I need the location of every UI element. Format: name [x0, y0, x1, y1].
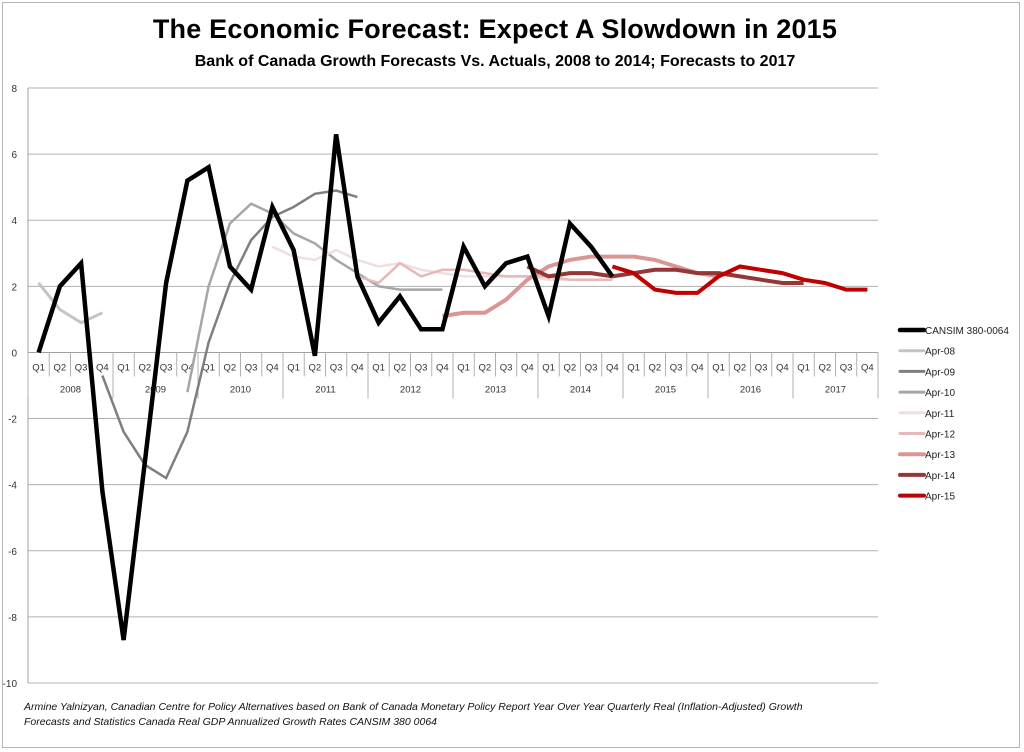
y-tick-label: 6	[11, 150, 17, 161]
y-tick-label: 0	[11, 348, 17, 359]
x-year-label: 2015	[655, 384, 676, 395]
x-quarter-label: Q1	[32, 362, 45, 373]
x-year-label: 2008	[60, 384, 81, 395]
series-line-apr-13	[442, 254, 719, 319]
series-line-apr-14	[526, 264, 804, 285]
x-quarter-label: Q4	[436, 362, 449, 373]
legend-item: Apr-10	[898, 388, 955, 399]
y-tick-label: 8	[11, 84, 17, 95]
y-tick-label: 4	[11, 216, 17, 227]
legend-label: Apr-13	[925, 450, 955, 461]
x-quarter-label: Q3	[585, 362, 598, 373]
x-quarter-label: Q1	[287, 362, 300, 373]
legend-label: Apr-09	[925, 367, 955, 378]
legend-item: Apr-13	[898, 450, 955, 461]
source-note: Armine Yalnizyan, Canadian Centre for Po…	[24, 700, 904, 730]
x-quarter-label: Q1	[117, 362, 130, 373]
y-tick-label: -8	[8, 613, 17, 624]
legend-item: Apr-15	[898, 492, 955, 503]
legend-label: Apr-11	[925, 409, 955, 420]
series-line-cansim-380-0064	[36, 133, 615, 641]
chart-title: The Economic Forecast: Expect A Slowdown…	[152, 14, 838, 44]
legend-item: Apr-14	[898, 471, 955, 482]
legend-item: Apr-09	[898, 367, 955, 378]
legend-item: CANSIM 380-0064	[897, 326, 1009, 337]
x-quarter-label: Q1	[202, 362, 215, 373]
x-year-label: 2016	[740, 384, 761, 395]
x-quarter-label: Q3	[670, 362, 683, 373]
y-tick-label: -4	[8, 481, 17, 492]
y-tick-label: 2	[11, 282, 17, 293]
x-quarter-label: Q3	[415, 362, 428, 373]
x-quarter-label: Q2	[139, 362, 152, 373]
series-line-apr-08	[37, 282, 104, 325]
y-tick-label: -6	[8, 547, 17, 558]
x-axis: Q1 Q2 Q3 Q4 Q1 Q2 Q3 Q4 Q1 Q2 Q3 Q4 Q1 Q2 Q3 Q4 Q1 Q2 Q3 Q4…	[27, 352, 879, 399]
x-quarter-label: Q4	[181, 362, 194, 373]
x-quarter-label: Q3	[75, 362, 88, 373]
x-quarter-label: Q1	[797, 362, 810, 373]
legend-label: Apr-08	[925, 347, 955, 358]
x-quarter-label: Q4	[606, 362, 619, 373]
legend-item: Apr-08	[898, 347, 955, 358]
x-quarter-label: Q3	[330, 362, 343, 373]
chart-subtitle: Bank of Canada Growth Forecasts Vs. Actu…	[194, 53, 796, 70]
legend: CANSIM 380-0064 Apr-08 Apr-09 Apr-10 Apr-11 A…	[897, 326, 1009, 503]
x-quarter-label: Q2	[224, 362, 237, 373]
series-line-apr-15	[611, 264, 868, 295]
x-quarter-label: Q2	[734, 362, 747, 373]
x-year-label: 2010	[230, 384, 251, 395]
x-quarter-label: Q4	[691, 362, 704, 373]
legend-label: CANSIM 380-0064	[925, 326, 1009, 337]
legend-label: Apr-10	[925, 388, 955, 399]
x-quarter-label: Q1	[542, 362, 555, 373]
x-quarter-label: Q4	[266, 362, 279, 373]
x-quarter-label: Q1	[372, 362, 385, 373]
x-year-label: 2012	[400, 384, 421, 395]
x-quarter-label: Q2	[54, 362, 67, 373]
legend-item: Apr-11	[898, 409, 955, 420]
x-quarter-label: Q3	[245, 362, 258, 373]
series-line-apr-10	[186, 202, 443, 393]
y-axis: 8 6 4 2 0 -2 -4 -6 -8 -10	[3, 84, 29, 690]
legend-item: Apr-12	[898, 430, 955, 441]
y-tick-label: -10	[3, 679, 18, 690]
x-quarter-label: Q2	[309, 362, 322, 373]
y-tick-label: -2	[8, 415, 17, 426]
x-quarter-label: Q4	[776, 362, 789, 373]
legend-label: Apr-15	[925, 492, 955, 503]
x-quarter-label: Q3	[500, 362, 513, 373]
legend-label: Apr-12	[925, 430, 955, 441]
series-line-apr-12	[357, 261, 613, 285]
x-quarter-label: Q1	[457, 362, 470, 373]
source-line-2: Forecasts and Statistics Canada Real GDP…	[24, 716, 438, 728]
x-quarter-label: Q4	[861, 362, 874, 373]
x-quarter-label: Q1	[712, 362, 725, 373]
x-year-label: 2014	[570, 384, 591, 395]
x-quarter-label: Q3	[160, 362, 173, 373]
x-quarter-label: Q2	[649, 362, 662, 373]
x-quarter-label: Q4	[351, 362, 364, 373]
x-quarter-label: Q1	[627, 362, 640, 373]
source-line-1: Armine Yalnizyan, Canadian Centre for Po…	[24, 701, 803, 713]
x-year-label: 2011	[315, 384, 335, 395]
x-quarter-label: Q4	[521, 362, 534, 373]
x-quarter-label: Q2	[394, 362, 407, 373]
x-quarter-label: Q2	[564, 362, 577, 373]
x-year-label: 2013	[485, 384, 506, 395]
series-lines	[36, 133, 868, 641]
legend-label: Apr-14	[925, 471, 955, 482]
x-quarter-label: Q3	[840, 362, 853, 373]
x-year-label: 2017	[825, 384, 846, 395]
x-quarter-label: Q2	[819, 362, 832, 373]
x-quarter-label: Q4	[96, 362, 109, 373]
x-quarter-label: Q2	[479, 362, 492, 373]
x-quarter-label: Q3	[755, 362, 768, 373]
